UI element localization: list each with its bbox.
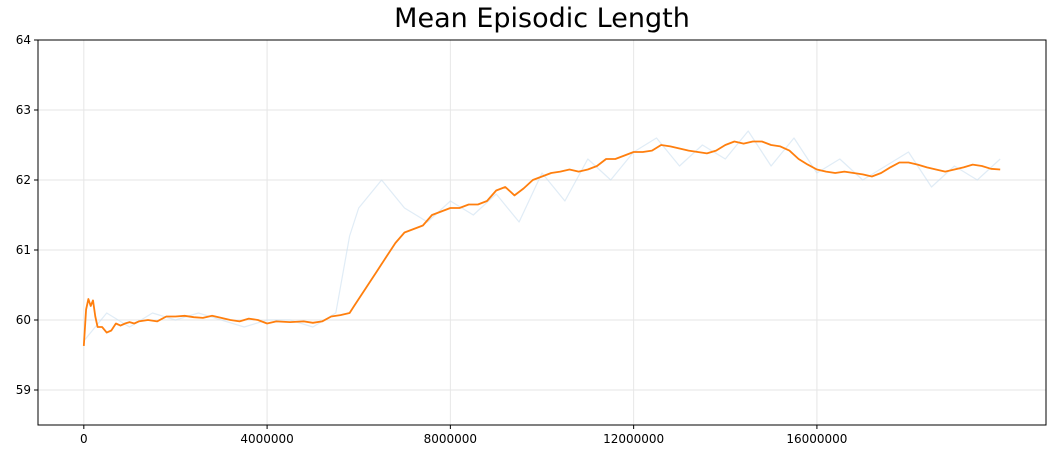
x-tick-label: 8000000 [424,432,477,446]
x-tick-label: 12000000 [603,432,664,446]
x-tick-label: 0 [80,432,88,446]
series-line-smoothed [82,140,1001,346]
y-tick-label: 61 [16,243,31,257]
y-tick-label: 62 [16,173,31,187]
series-line-raw [83,130,1001,342]
chart-title: Mean Episodic Length [394,3,690,34]
y-tick-label: 60 [16,313,31,327]
y-tick-label: 59 [16,383,31,397]
y-tick-label: 64 [16,33,31,47]
plot-frame [37,39,1047,426]
y-tick-label: 63 [16,103,31,117]
x-tick-label: 4000000 [240,432,293,446]
x-tick-label: 16000000 [786,432,847,446]
